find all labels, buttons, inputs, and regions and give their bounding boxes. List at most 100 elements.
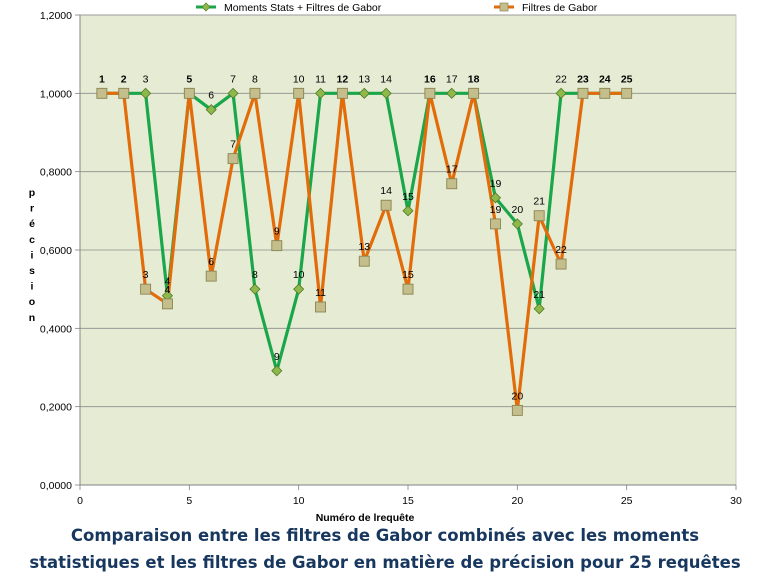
y-tick-label: 1,0000 [40, 88, 72, 100]
data-label-both: 12 [337, 73, 349, 85]
data-label-series-1: 4 [165, 276, 171, 288]
series-2-marker [599, 87, 611, 99]
data-label-series-1: 6 [208, 90, 214, 102]
legend-label-1: Moments Stats + Filtres de Gabor [224, 2, 382, 14]
series-1-marker [533, 303, 545, 315]
data-label-series-2: 10 [293, 73, 305, 85]
data-label-series-1: 19 [490, 178, 502, 190]
data-label-series-2: 8 [252, 73, 258, 85]
data-label-series-1: 15 [402, 191, 414, 203]
series-2-marker [140, 283, 152, 295]
series-2-marker [315, 301, 326, 313]
series-1-marker [271, 365, 283, 377]
data-label-both: 23 [577, 73, 589, 85]
x-tick-label: 15 [402, 495, 414, 507]
data-label-series-1: 10 [293, 269, 305, 281]
x-tick-label: 25 [621, 495, 633, 507]
legend-marker-2 [499, 2, 509, 12]
data-label-series-2: 13 [358, 241, 370, 253]
data-label-series-1: 20 [511, 204, 523, 216]
series-2-marker [555, 258, 567, 270]
x-tick-label: 30 [730, 495, 742, 507]
series-2-marker [468, 87, 480, 99]
series-1-marker [314, 87, 327, 99]
x-axis-label: Numéro de lrequête [316, 512, 415, 524]
series-1-marker [358, 87, 370, 99]
series-2-marker [205, 270, 217, 282]
data-label-series-2: 17 [446, 164, 458, 176]
series-1-marker [140, 87, 152, 99]
caption-line-2: statistiques et les filtres de Gabor en … [29, 553, 741, 572]
series-2-marker [249, 87, 261, 99]
series-2-marker [96, 87, 108, 99]
data-label-series-2: 4 [165, 284, 171, 296]
series-1-marker [489, 192, 502, 204]
series-1-marker [205, 104, 217, 116]
data-label-series-2: 14 [380, 185, 392, 197]
data-label-both: 1 [99, 73, 105, 85]
x-tick-label: 20 [511, 495, 523, 507]
data-label-series-1: 21 [533, 289, 545, 301]
y-tick-label: 0,8000 [40, 167, 72, 179]
series-1-marker [249, 283, 261, 295]
data-label-both: 18 [468, 73, 480, 85]
data-label-series-2: 9 [274, 226, 280, 238]
data-label-series-1: 7 [230, 73, 236, 85]
series-2-marker [490, 218, 501, 230]
data-label-series-1: 13 [358, 73, 370, 85]
caption-line-1: Comparaison entre les filtres de Gabor c… [70, 526, 700, 545]
data-label-both: 16 [424, 73, 436, 85]
series-2-marker [446, 178, 458, 190]
series-1-marker [402, 205, 414, 217]
series-2-marker [380, 199, 392, 211]
series-2-marker [227, 153, 239, 165]
series-2-marker [183, 87, 195, 99]
series-1-marker [380, 87, 392, 99]
x-tick-label: 0 [77, 495, 83, 507]
x-tick-label: 10 [293, 495, 305, 507]
data-label-series-2: 7 [230, 139, 236, 151]
data-label-series-1: 17 [446, 73, 458, 85]
y-tick-label: 0,6000 [40, 245, 72, 257]
series-2-marker [424, 87, 436, 99]
series-1-marker [511, 218, 523, 230]
data-label-series-1: 8 [252, 269, 258, 281]
legend-label-2: Filtres de Gabor [522, 2, 598, 14]
series-2-marker [271, 240, 283, 252]
series-2-marker [577, 87, 589, 99]
data-label-both: 24 [599, 73, 611, 85]
data-label-series-1: 9 [274, 351, 280, 363]
data-label-series-2: 15 [402, 269, 414, 281]
data-label-series-2: 3 [143, 269, 149, 281]
data-label-series-1: 3 [143, 73, 149, 85]
x-tick-label: 5 [186, 495, 192, 507]
data-label-series-2: 20 [511, 390, 523, 402]
data-label-series-2: 21 [533, 196, 545, 208]
series-2-marker [336, 87, 348, 99]
data-label-series-2: 11 [315, 287, 326, 299]
data-label-series-2: 6 [208, 256, 214, 268]
y-tick-label: 0,0000 [40, 480, 72, 492]
legend-marker-1 [201, 2, 211, 12]
data-label-both: 5 [186, 73, 192, 85]
y-tick-label: 0,2000 [40, 402, 72, 414]
data-label-series-2: 19 [490, 204, 502, 216]
series-1-marker [446, 87, 458, 99]
series-2-marker [533, 210, 545, 222]
series-2-marker [621, 87, 633, 99]
series-2-marker [293, 87, 305, 99]
data-label-both: 2 [121, 73, 127, 85]
data-label-series-1: 11 [315, 73, 326, 85]
data-label-series-1: 14 [380, 73, 392, 85]
series-1-marker [227, 87, 239, 99]
series-1-marker [555, 87, 567, 99]
data-label-series-2: 22 [555, 244, 567, 256]
series-2-marker [402, 283, 414, 295]
series-2-marker [511, 404, 523, 416]
series-2-marker [118, 87, 130, 99]
y-tick-label: 1,2000 [40, 10, 72, 22]
data-label-series-1: 22 [555, 73, 567, 85]
series-2-marker [358, 255, 370, 267]
